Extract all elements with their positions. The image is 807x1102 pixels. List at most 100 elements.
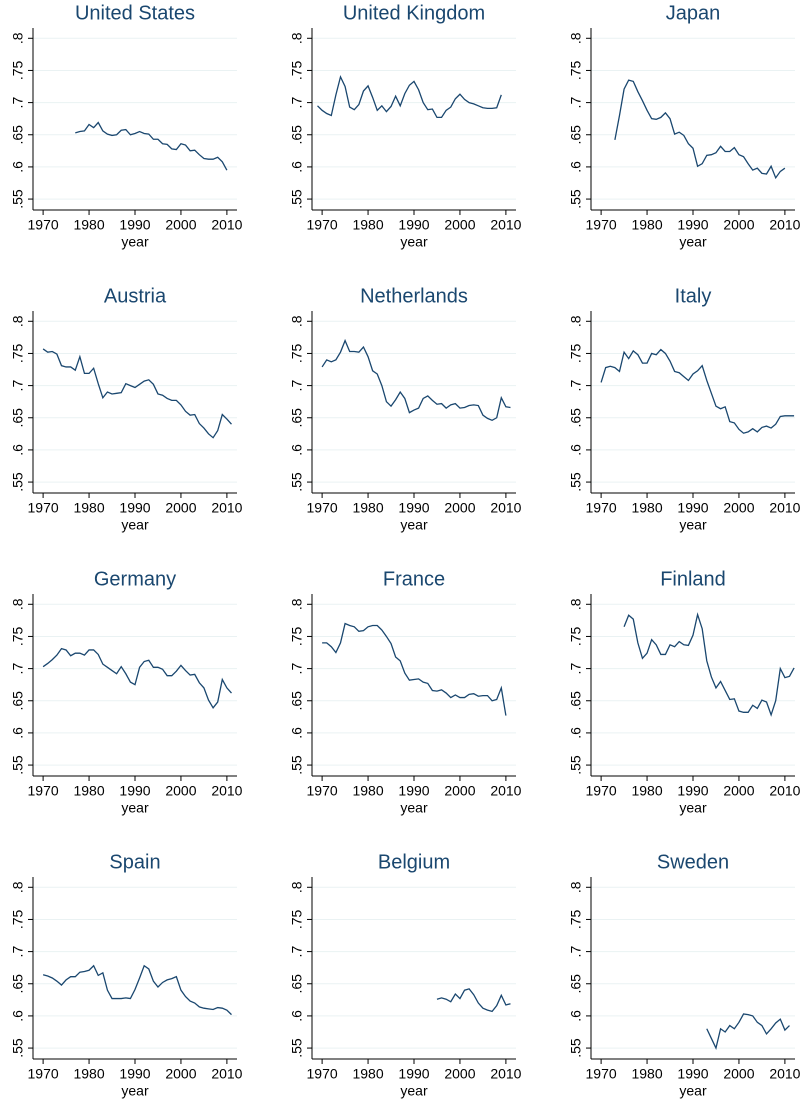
x-tick-label: 2010 [211,500,242,516]
x-tick-label: 1980 [631,500,662,516]
x-axis-label: year [400,800,428,816]
x-axis-label: year [679,1083,707,1099]
y-tick-label: .7 [10,380,26,392]
y-tick-label: .7 [10,663,26,675]
y-tick-label: .55 [568,755,584,775]
y-tick-label: .65 [10,691,26,711]
x-tick-label: 1980 [73,1066,104,1082]
x-tick-label: 1980 [352,783,383,799]
x-tick-label: 1980 [73,217,104,233]
y-tick-label: .6 [289,444,305,456]
x-tick-label: 2000 [444,500,475,516]
x-tick-label: 1970 [307,500,338,516]
panel: United Kingdom .55 .6 .65 .7 .75 .8 1970 1980 199… [289,2,522,249]
y-tick-label: .65 [289,408,305,428]
x-tick-label: 2000 [444,217,475,233]
x-tick-label: 1980 [73,500,104,516]
y-tick-label: .8 [568,32,584,44]
y-tick-label: .6 [10,727,26,739]
x-axis-label: year [400,517,428,533]
x-tick-label: 1990 [119,1066,150,1082]
x-tick-label: 1980 [352,500,383,516]
x-tick-label: 1970 [28,217,59,233]
y-tick-label: .7 [568,946,584,958]
y-tick-label: .55 [289,189,305,209]
y-tick-label: .75 [568,344,584,364]
x-tick-label: 1990 [398,783,429,799]
panel-title: Spain [109,851,160,873]
x-tick-label: 2000 [165,217,196,233]
data-line [614,79,786,180]
x-axis-label: year [679,517,707,533]
y-tick-label: .6 [10,444,26,456]
y-tick-label: .65 [568,691,584,711]
y-tick-label: .7 [289,380,305,392]
y-tick-label: .75 [289,61,305,81]
data-line [42,964,232,1016]
panel-title: Sweden [657,851,729,873]
y-tick-label: .8 [10,881,26,893]
data-line [317,74,502,119]
x-tick-label: 1990 [398,500,429,516]
y-tick-label: .8 [10,598,26,610]
x-tick-label: 2000 [723,500,754,516]
x-tick-label: 1980 [352,1066,383,1082]
panel: Austria .55 .6 .65 .7 .75 .8 1970 1980 1990 2000 20… [10,285,243,532]
panel-title: United Kingdom [343,2,485,24]
x-tick-label: 1990 [398,217,429,233]
y-tick-label: .8 [289,315,305,327]
y-tick-label: .55 [568,1038,584,1058]
y-tick-label: .55 [289,1038,305,1058]
panel: Belgium .55 .6 .65 .7 .75 .8 1970 1980 1990 2000 20… [289,851,522,1098]
panel: Italy .55 .6 .65 .7 .75 .8 1970 1980 1990 2000 2010… [568,285,801,532]
x-axis-label: year [400,234,428,250]
x-tick-label: 1990 [398,1066,429,1082]
y-tick-label: .8 [568,315,584,327]
x-tick-label: 1970 [28,1066,59,1082]
x-tick-label: 2010 [769,217,800,233]
y-tick-label: .6 [568,1010,584,1022]
y-tick-label: .55 [10,472,26,492]
y-tick-label: .7 [289,663,305,675]
x-tick-label: 1980 [631,217,662,233]
panel: Netherlands .55 .6 .65 .7 .75 .8 1970 1980 1990 20… [289,285,522,532]
x-tick-label: 2000 [165,783,196,799]
y-tick-label: .6 [289,1010,305,1022]
x-tick-label: 1980 [73,783,104,799]
y-tick-label: .8 [289,32,305,44]
x-axis-label: year [400,1083,428,1099]
x-axis-label: year [121,1083,149,1099]
y-tick-label: .65 [10,974,26,994]
data-line [322,622,507,716]
x-tick-label: 1970 [28,783,59,799]
y-tick-label: .65 [289,125,305,145]
y-tick-label: .8 [568,598,584,610]
panel: France .55 .6 .65 .7 .75 .8 1970 1980 1990 2000 201… [289,568,522,815]
y-tick-label: .75 [568,61,584,81]
x-tick-label: 2010 [211,1066,242,1082]
x-tick-label: 2000 [165,1066,196,1082]
y-tick-label: .6 [289,161,305,173]
x-axis-label: year [679,800,707,816]
x-tick-label: 1980 [631,1066,662,1082]
x-tick-label: 1990 [119,500,150,516]
y-tick-label: .8 [289,598,305,610]
y-tick-label: .7 [568,663,584,675]
y-tick-label: .65 [10,125,26,145]
x-tick-label: 1990 [677,783,708,799]
panel: Sweden .55 .6 .65 .7 .75 .8 1970 1980 1990 2000 201… [568,851,801,1098]
x-tick-label: 2010 [490,1066,521,1082]
x-tick-label: 1970 [586,783,617,799]
y-tick-label: .7 [568,380,584,392]
y-tick-label: .75 [10,910,26,930]
x-tick-label: 2000 [165,500,196,516]
y-tick-label: .7 [10,97,26,109]
y-tick-label: .6 [568,727,584,739]
x-tick-label: 2000 [723,1066,754,1082]
panel: Spain .55 .6 .65 .7 .75 .8 1970 1980 1990 2000 2010… [10,851,243,1098]
y-tick-label: .75 [10,61,26,81]
data-line [75,121,228,171]
y-tick-label: .6 [10,161,26,173]
x-axis-label: year [121,800,149,816]
